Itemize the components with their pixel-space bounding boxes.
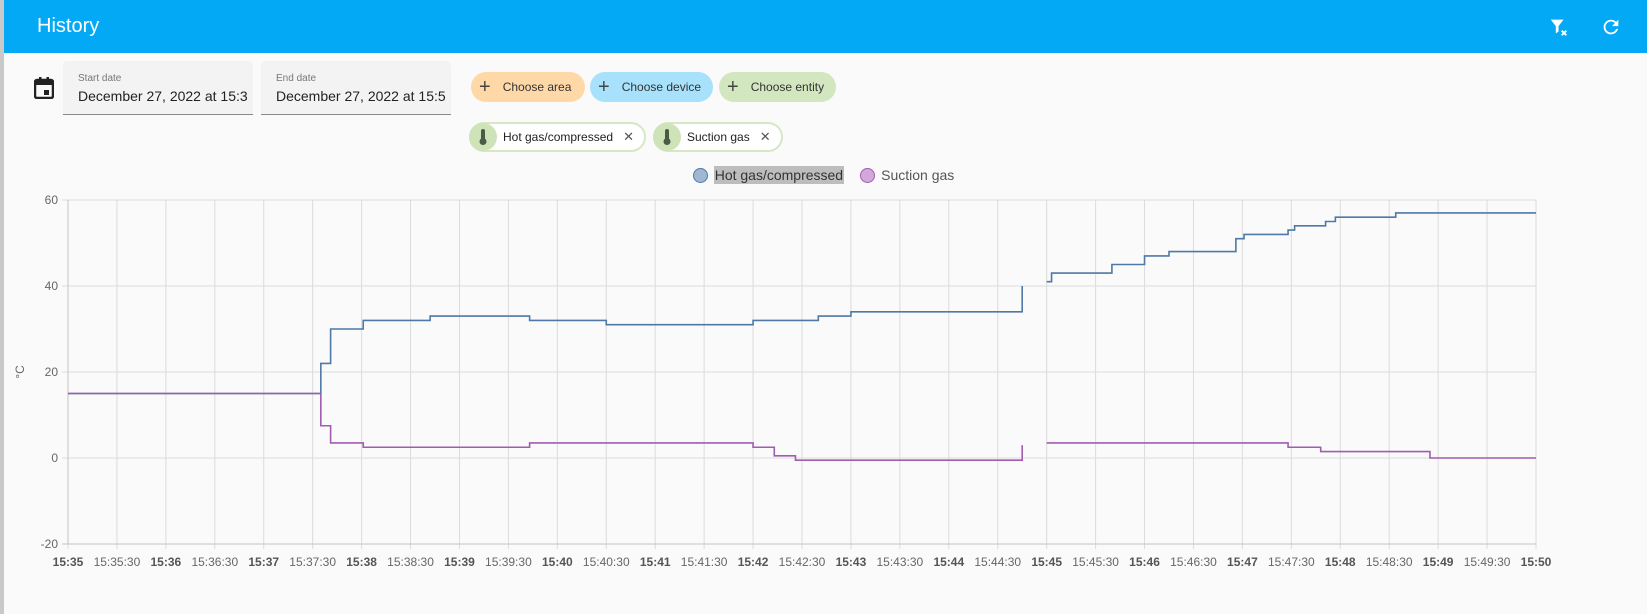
entity-chip-label: Suction gas [687, 130, 750, 144]
x-tick-label: 15:36 [151, 555, 182, 569]
x-tick-label: 15:47:30 [1268, 555, 1315, 569]
x-tick-label: 15:48:30 [1366, 555, 1413, 569]
header-actions [1539, 0, 1647, 53]
end-date-label: End date [276, 73, 317, 84]
y-axis-label: °C [13, 365, 27, 379]
legend-label: Hot gas/compressed [713, 166, 845, 184]
x-tick-label: 15:50 [1521, 555, 1552, 569]
x-tick-label: 15:49:30 [1464, 555, 1511, 569]
x-tick-label: 15:46 [1129, 555, 1160, 569]
legend-swatch [692, 167, 708, 183]
entity-chip-hot-gas[interactable]: Hot gas/compressed ✕ [469, 122, 646, 152]
end-date-value: December 27, 2022 at 15:5 [276, 88, 446, 104]
x-tick-label: 15:38:30 [387, 555, 434, 569]
remove-chip-icon[interactable]: ✕ [759, 129, 771, 144]
x-tick-label: 15:35:30 [94, 555, 141, 569]
x-tick-label: 15:43:30 [877, 555, 924, 569]
legend-item-hot-gas[interactable]: Hot gas/compressed [692, 166, 845, 184]
x-tick-label: 15:39:30 [485, 555, 532, 569]
page-title: History [37, 15, 100, 37]
y-tick-label: 60 [45, 193, 59, 207]
plus-icon: + [598, 76, 610, 98]
refresh-icon [1603, 19, 1619, 34]
end-date-field[interactable]: End date December 27, 2022 at 15:5 [261, 61, 451, 115]
x-tick-label: 15:37 [248, 555, 279, 569]
legend-label: Suction gas [881, 167, 955, 183]
x-tick-label: 15:47 [1227, 555, 1258, 569]
x-tick-label: 15:45:30 [1072, 555, 1119, 569]
series-line[interactable] [1046, 442, 1536, 459]
legend-swatch [860, 167, 876, 183]
choose-area-button[interactable]: + Choose area [471, 72, 585, 102]
plus-icon: + [479, 76, 491, 98]
entity-chip-label: Hot gas/compressed [503, 130, 614, 144]
x-tick-label: 15:44:30 [974, 555, 1021, 569]
choose-entity-label: Choose entity [750, 80, 825, 94]
start-date-field[interactable]: Start date December 27, 2022 at 15:3 [63, 61, 253, 115]
x-tick-label: 15:40 [542, 555, 573, 569]
x-tick-label: 15:48 [1325, 555, 1356, 569]
series-line[interactable] [68, 392, 1023, 461]
series-line[interactable] [1046, 212, 1536, 283]
choose-device-label: Choose device [621, 80, 702, 94]
x-tick-label: 15:43 [836, 555, 867, 569]
refresh-button[interactable] [1591, 7, 1631, 47]
series-line[interactable] [68, 286, 1023, 395]
x-tick-label: 15:38 [346, 555, 377, 569]
y-tick-label: 20 [45, 365, 59, 379]
clear-filter-button[interactable] [1539, 7, 1579, 47]
x-tick-label: 15:45 [1031, 555, 1062, 569]
filter-bar: Start date December 27, 2022 at 15:3 End… [4, 53, 1647, 163]
choose-area-label: Choose area [502, 80, 572, 94]
choose-entity-button[interactable]: + Choose entity [719, 72, 836, 102]
remove-chip-icon[interactable]: ✕ [623, 129, 634, 144]
x-tick-label: 15:39 [444, 555, 475, 569]
x-tick-label: 15:36:30 [191, 555, 238, 569]
entity-chip-suction-gas[interactable]: Suction gas ✕ [653, 122, 783, 152]
start-date-value: December 27, 2022 at 15:3 [78, 88, 248, 104]
legend-item-suction-gas[interactable]: Suction gas [860, 166, 954, 184]
x-tick-label: 15:40:30 [583, 555, 630, 569]
thermometer-icon [469, 123, 497, 151]
window-edge [0, 0, 4, 614]
x-tick-label: 15:35 [53, 555, 84, 569]
y-tick-label: 40 [45, 279, 59, 293]
x-tick-label: 15:42:30 [779, 555, 826, 569]
start-date-label: Start date [78, 73, 122, 84]
x-tick-label: 15:46:30 [1170, 555, 1217, 569]
clear-filter-icon [1550, 19, 1567, 36]
calendar-icon [33, 77, 55, 100]
history-chart[interactable]: 15:35 15:35:30 15:36 15:36:30 15:37 15:37:30 1… [0, 190, 1647, 614]
x-tick-label: 15:49 [1423, 555, 1454, 569]
x-tick-label: 15:37:30 [289, 555, 336, 569]
app-header: History [4, 0, 1647, 53]
x-tick-label: 15:41 [640, 555, 671, 569]
plus-icon: + [727, 76, 739, 98]
chart-legend: Hot gas/compressed Suction gas [0, 166, 1647, 184]
y-tick-label: -20 [41, 537, 59, 551]
calendar-button[interactable] [33, 77, 55, 104]
y-tick-label: 0 [51, 451, 58, 465]
x-tick-label: 15:41:30 [681, 555, 728, 569]
x-tick-label: 15:42 [738, 555, 769, 569]
x-tick-label: 15:44 [933, 555, 964, 569]
choose-device-button[interactable]: + Choose device [590, 72, 713, 102]
thermometer-icon [653, 123, 681, 151]
